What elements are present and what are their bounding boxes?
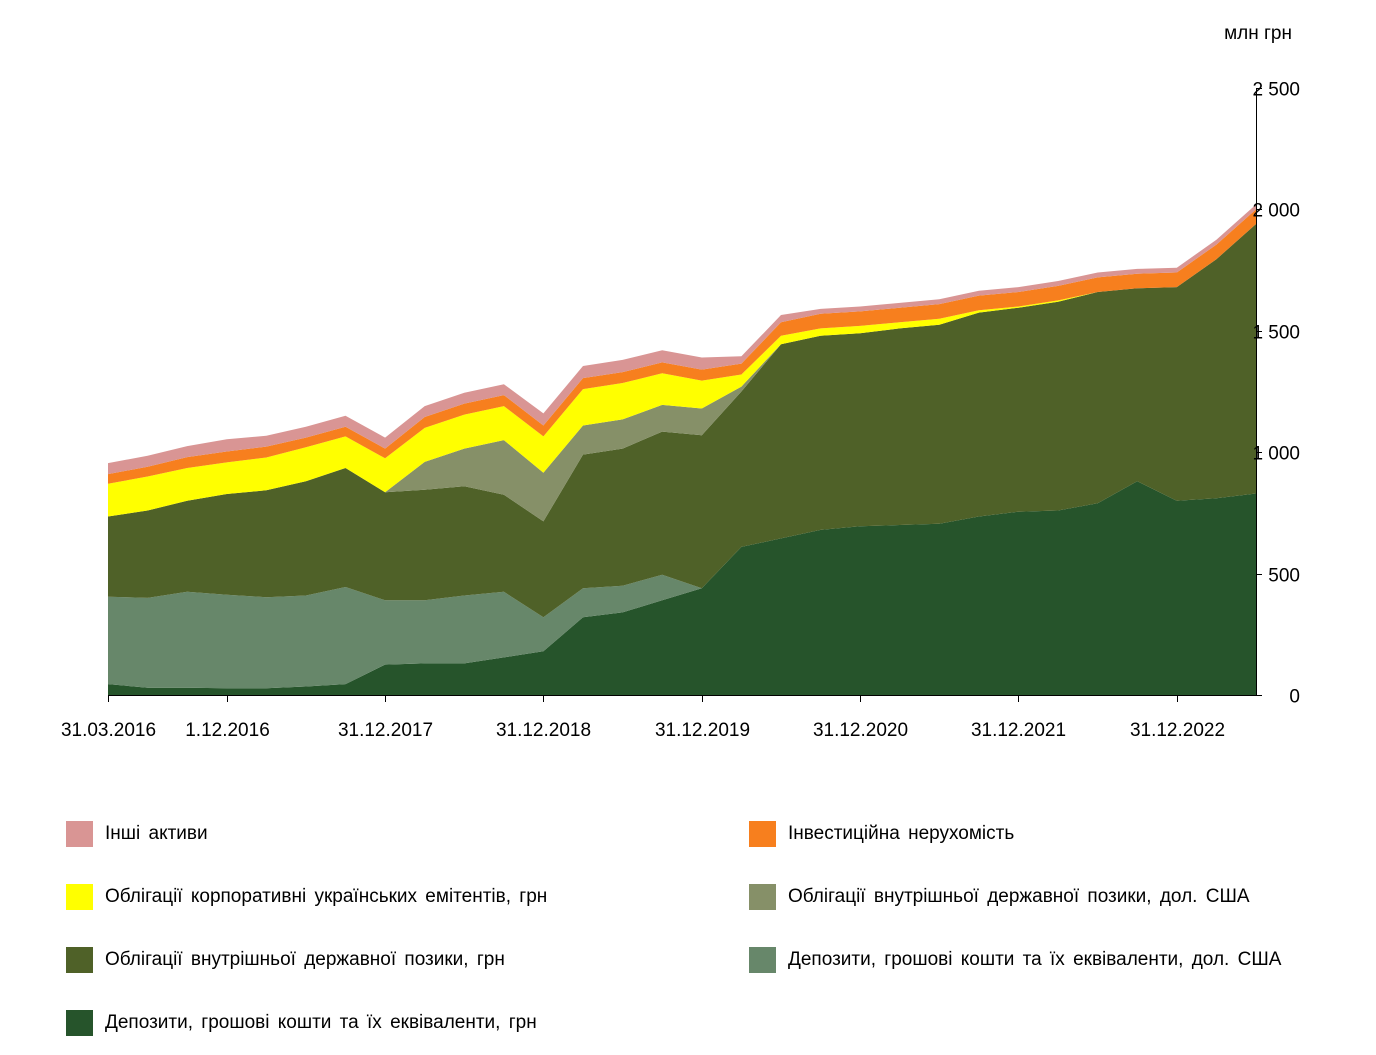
x-tick-label: 1.12.2016 xyxy=(185,720,270,741)
axes-group: 0 500 1 000 1 500 2 000 2 500 31.03.2016 1.12.2… xyxy=(61,80,1300,742)
y-tick-label: 1 500 xyxy=(1252,323,1300,344)
legend-item: Облігації внутрішньої державної позики, … xyxy=(66,947,505,973)
legend-swatch xyxy=(66,884,93,910)
legend-swatch xyxy=(749,884,776,910)
area-series-6 xyxy=(108,209,1256,484)
stacked-area-chart: 0 500 1 000 1 500 2 000 2 500 31.03.2016 1.12.2… xyxy=(61,23,1300,742)
area-series-group xyxy=(108,204,1256,695)
legend-label: Депозити, грошові кошти та їх еквівалент… xyxy=(105,1012,537,1033)
legend-label: Облігації корпоративні українських еміте… xyxy=(105,886,548,907)
legend-label: Облігації внутрішньої державної позики, … xyxy=(105,949,505,970)
x-tick-label: 31.12.2017 xyxy=(338,720,433,741)
x-tick-label: 31.12.2022 xyxy=(1130,720,1225,741)
area-series-3 xyxy=(108,224,1256,618)
legend-label: Інші активи xyxy=(105,823,208,844)
y-axis-unit-label: млн грн xyxy=(1224,23,1292,44)
legend-item: Облігації внутрішньої державної позики, … xyxy=(749,884,1250,910)
legend-label: Облігації внутрішньої державної позики, … xyxy=(788,886,1250,907)
legend-item: Облігації корпоративні українських еміте… xyxy=(66,884,547,910)
legend-swatch xyxy=(66,1010,93,1036)
area-series-1 xyxy=(108,481,1256,695)
x-tick-label: 31.12.2019 xyxy=(655,720,750,741)
area-series-2 xyxy=(108,481,1256,689)
legend-swatch xyxy=(66,947,93,973)
legend-label: Інвестиційна нерухомість xyxy=(788,823,1015,844)
y-tick-label: 2 500 xyxy=(1252,80,1300,101)
legend-item: Інвестиційна нерухомість xyxy=(749,821,1014,847)
legend-swatch xyxy=(749,821,776,847)
legend-label: Депозити, грошові кошти та їх еквівалент… xyxy=(788,949,1282,970)
x-tick-label: 31.12.2018 xyxy=(496,720,591,741)
x-tick-label: 31.12.2021 xyxy=(971,720,1066,741)
y-tick-label: 1 000 xyxy=(1252,444,1300,465)
legend-item: Депозити, грошові кошти та їх еквівалент… xyxy=(66,1010,537,1036)
legend-swatch xyxy=(66,821,93,847)
legend-swatch xyxy=(749,947,776,973)
legend-item: Інші активи xyxy=(66,821,208,847)
y-tick-label: 0 xyxy=(1289,687,1300,708)
area-series-7 xyxy=(108,204,1256,475)
x-tick-label: 31.12.2020 xyxy=(813,720,908,741)
y-tick-label: 2 000 xyxy=(1252,201,1300,222)
x-tick-label: 31.03.2016 xyxy=(61,720,156,741)
y-tick-label: 500 xyxy=(1268,566,1300,587)
legend-item: Депозити, грошові кошти та їх еквівалент… xyxy=(749,947,1281,973)
chart-legend: Інші активи Інвестиційна нерухомість Обліг… xyxy=(0,800,1376,1050)
area-series-5 xyxy=(108,224,1256,517)
